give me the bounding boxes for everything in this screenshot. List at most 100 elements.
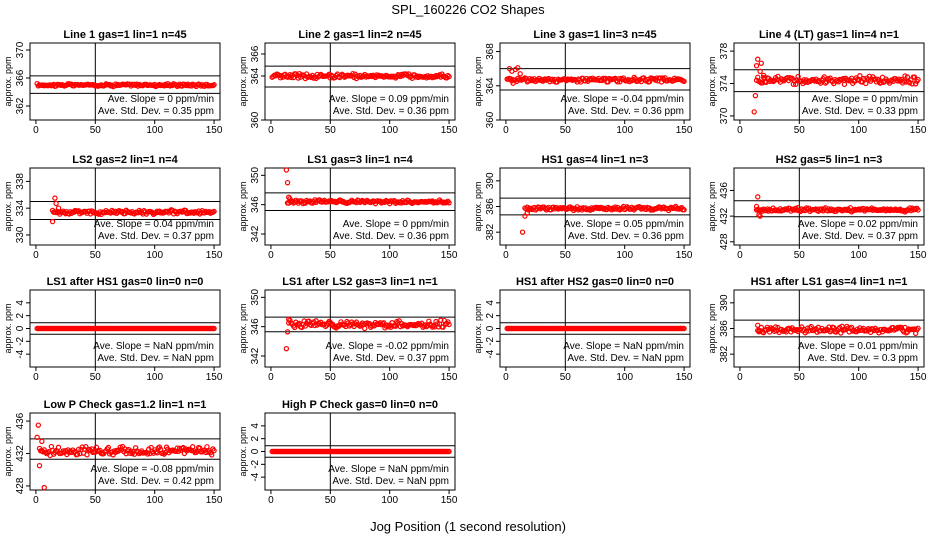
data-point bbox=[800, 207, 806, 214]
data-point bbox=[774, 76, 780, 83]
data-point bbox=[753, 62, 760, 69]
data-points bbox=[504, 325, 687, 332]
data-point bbox=[52, 195, 58, 201]
panel-title: Line 1 gas=1 lin=1 n=45 bbox=[63, 29, 186, 41]
data-point bbox=[841, 81, 848, 88]
panel-4: Line 4 (LT) gas=1 lin=4 n=1 0 50 100 150 370 3… bbox=[707, 29, 927, 136]
data-point bbox=[898, 324, 905, 331]
plot-frame bbox=[264, 289, 456, 368]
panel-title: HS2 gas=5 lin=1 n=3 bbox=[776, 154, 883, 166]
y-tick-label: 0 bbox=[250, 448, 261, 454]
data-points bbox=[751, 56, 921, 115]
x-tick-label: 150 bbox=[206, 495, 223, 506]
data-point bbox=[287, 317, 293, 324]
data-point bbox=[394, 318, 400, 325]
plot-frame bbox=[264, 42, 456, 121]
data-point bbox=[827, 75, 833, 81]
x-tick-label: 0 bbox=[33, 495, 39, 506]
slope-annotation: Ave. Slope = -0.04 ppm/min bbox=[561, 94, 685, 105]
slope-annotation: Ave. Slope = 0.01 ppm/min bbox=[798, 341, 918, 352]
data-point bbox=[446, 448, 452, 455]
data-point bbox=[438, 317, 444, 323]
y-tick-label: 364 bbox=[250, 67, 261, 84]
data-point bbox=[822, 80, 829, 86]
data-points bbox=[49, 195, 217, 225]
data-point bbox=[909, 81, 915, 87]
x-tick-label: 50 bbox=[794, 250, 806, 261]
x-tick-label: 150 bbox=[676, 250, 693, 261]
y-tick-label: 366 bbox=[250, 45, 261, 62]
data-point bbox=[211, 82, 217, 88]
y-axis-label: approx. ppm bbox=[707, 181, 717, 231]
x-tick-label: 150 bbox=[206, 125, 223, 136]
y-axis-label: approx. ppm bbox=[473, 303, 483, 353]
data-point bbox=[39, 438, 45, 445]
y-tick-label: 370 bbox=[15, 41, 26, 58]
slope-annotation: Ave. Slope = 0 ppm/min bbox=[343, 219, 449, 230]
data-point bbox=[911, 74, 918, 80]
plot-frame bbox=[29, 42, 221, 121]
x-tick-label: 100 bbox=[381, 372, 398, 383]
panel-title: Low P Check gas=1.2 lin=1 n=1 bbox=[44, 399, 207, 411]
data-point bbox=[36, 462, 43, 469]
x-tick-label: 0 bbox=[33, 250, 39, 261]
data-points bbox=[34, 325, 217, 332]
slope-annotation: Ave. Slope = NaN ppm/min bbox=[328, 464, 449, 475]
x-tick-label: 150 bbox=[441, 495, 458, 506]
y-tick-label: 346 bbox=[250, 318, 261, 335]
plot-frame bbox=[499, 42, 691, 121]
y-tick-label: 4 bbox=[485, 300, 496, 306]
y-tick-label: 0 bbox=[15, 325, 26, 331]
panel-title: Line 3 gas=1 lin=3 n=45 bbox=[533, 29, 656, 41]
panel-title: HS1 after LS1 gas=4 lin=1 n=1 bbox=[751, 276, 908, 288]
data-points bbox=[755, 322, 921, 337]
data-points bbox=[269, 70, 452, 82]
data-point bbox=[53, 200, 59, 207]
x-tick-label: 150 bbox=[676, 125, 693, 136]
x-tick-label: 50 bbox=[325, 495, 337, 506]
x-tick-label: 100 bbox=[616, 250, 633, 261]
data-point bbox=[667, 205, 673, 212]
data-point bbox=[554, 205, 560, 211]
data-point bbox=[654, 75, 660, 81]
data-point bbox=[55, 444, 62, 451]
panel-title: LS1 after LS2 gas=3 lin=1 n=1 bbox=[282, 276, 438, 288]
slope-annotation: Ave. Slope = 0 ppm/min bbox=[812, 94, 918, 105]
data-point bbox=[144, 451, 151, 457]
y-tick-label: 4 bbox=[15, 300, 26, 306]
x-tick-label: 100 bbox=[146, 372, 163, 383]
data-point bbox=[211, 325, 217, 332]
data-point bbox=[426, 318, 432, 324]
data-point bbox=[208, 452, 215, 458]
data-point bbox=[286, 316, 292, 323]
y-tick-label: -2 bbox=[15, 336, 26, 345]
data-point bbox=[443, 199, 450, 206]
y-tick-label: 428 bbox=[15, 477, 26, 494]
data-points bbox=[269, 448, 452, 455]
panel-2: Line 2 gas=1 lin=2 n=45 0 50 100 150 360 364 36… bbox=[238, 29, 458, 136]
panel-title: LS1 gas=3 lin=1 n=4 bbox=[307, 154, 413, 166]
data-point bbox=[74, 451, 81, 458]
x-tick-label: 100 bbox=[616, 125, 633, 136]
x-tick-label: 0 bbox=[33, 372, 39, 383]
std-annotation: Ave. Std. Dev. = 0.33 ppm bbox=[802, 106, 918, 117]
figure-title: SPL_160226 CO2 Shapes bbox=[391, 2, 545, 17]
y-tick-label: 2 bbox=[485, 312, 496, 318]
data-point bbox=[758, 60, 765, 66]
x-tick-label: 0 bbox=[737, 372, 743, 383]
data-point bbox=[863, 80, 869, 87]
y-axis-label: approx. ppm bbox=[707, 303, 717, 353]
panel-title: LS2 gas=2 lin=1 n=4 bbox=[72, 154, 178, 166]
std-annotation: Ave. Std. Dev. = NaN ppm bbox=[567, 353, 684, 364]
y-tick-label: -2 bbox=[485, 336, 496, 345]
x-tick-label: 0 bbox=[503, 125, 509, 136]
data-point bbox=[116, 447, 122, 453]
y-tick-label: 428 bbox=[719, 233, 730, 250]
data-points bbox=[753, 194, 921, 219]
y-axis-label: approx. ppm bbox=[3, 56, 13, 106]
data-point bbox=[835, 326, 842, 332]
slope-annotation: Ave. Slope = NaN ppm/min bbox=[563, 341, 684, 352]
data-points bbox=[34, 422, 217, 491]
data-point bbox=[287, 72, 293, 78]
